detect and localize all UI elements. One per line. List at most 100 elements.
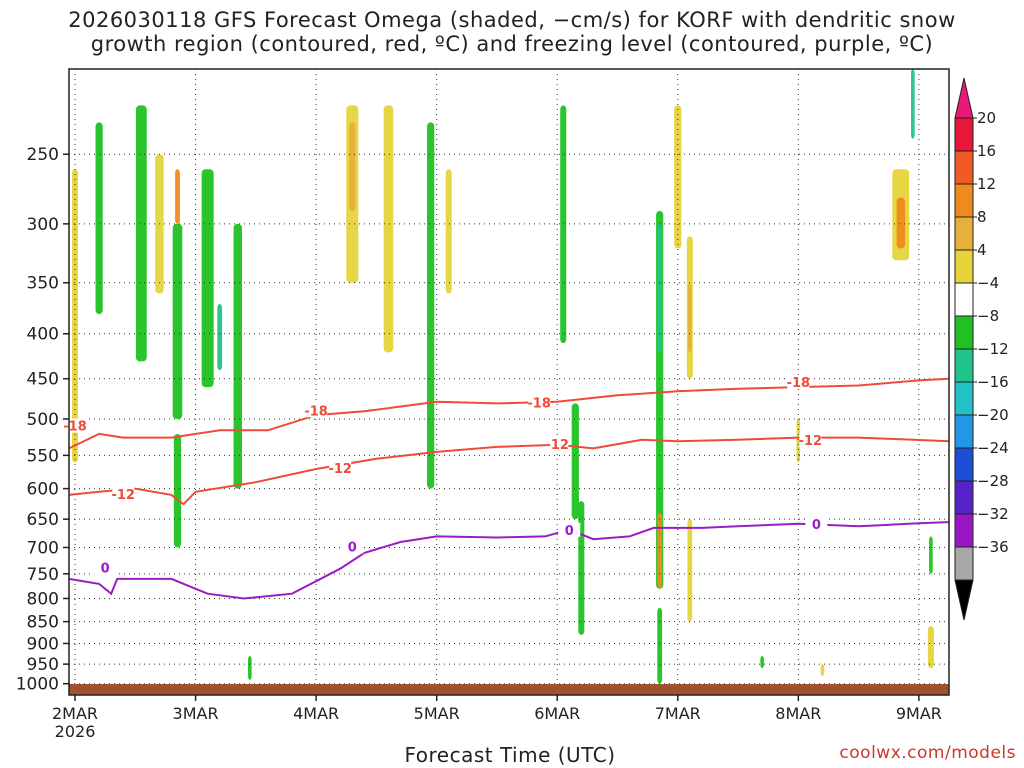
- freezing-level-contour-label-bg-3: [805, 517, 828, 532]
- x-axis-label: Forecast Time (UTC): [404, 743, 616, 767]
- omega-cell-0: [72, 169, 79, 463]
- dgz-contour-12-label-3: -12: [799, 434, 823, 449]
- freezing-level-contour-label-0: 0: [101, 562, 110, 577]
- y-tick-label-750: 750: [27, 565, 59, 585]
- grid: [69, 69, 949, 695]
- colorbar-segment-11: [954, 480, 974, 515]
- omega-cell-25: [687, 519, 693, 622]
- y-tick-label-350: 350: [27, 274, 59, 294]
- dgz-contour-12-label-bg-1: [329, 461, 352, 476]
- colorbar-label-4: 4: [977, 241, 987, 259]
- colorbar-label-7: −12: [977, 340, 1009, 358]
- freezing-level-contour-label-3: 0: [812, 518, 821, 533]
- colorbar-segment-6: [954, 315, 974, 350]
- colorbar-label-11: −28: [977, 472, 1009, 490]
- contours: -18 -18 -18 -18 -12 -12 -12 -12 0 0 0 0: [63, 374, 950, 600]
- omega-cell-19: [657, 223, 662, 353]
- y-tick-label-1000: 1000: [16, 675, 59, 695]
- dgz-contour-12-label-bg-0: [112, 486, 135, 501]
- x-tick-label-4MAR: 4MAR: [293, 704, 339, 723]
- x-tick-label-2MAR: 2MAR: [52, 704, 98, 723]
- y-tick-label-250: 250: [27, 145, 59, 165]
- omega-cell-1: [95, 122, 103, 315]
- colorbar-segment-5: [954, 282, 974, 317]
- x-tick-label-8MAR: 8MAR: [775, 704, 821, 723]
- dgz-contour-12-line: [68, 436, 950, 506]
- y-tick-label-700: 700: [27, 538, 59, 558]
- freezing-level-contour-line: [68, 521, 950, 600]
- colorbar-label-0: 20: [977, 109, 996, 127]
- omega-cell-17: [578, 501, 585, 635]
- colorbar-segment-8: [954, 381, 974, 416]
- dgz-contour-18-label-bg-2: [528, 395, 551, 410]
- colorbar-top-arrow: [954, 77, 974, 119]
- dgz-contour-12-label-bg-2: [546, 436, 569, 451]
- chart-title-line2: growth region (contoured, red, ºC) and f…: [90, 32, 934, 56]
- colorbar-segment-2: [954, 183, 974, 218]
- dgz-contour-12-label-bg-3: [799, 433, 822, 448]
- omega-cell-2: [135, 105, 147, 362]
- y-tick-label-850: 850: [27, 613, 59, 633]
- omega-cell-6: [201, 169, 214, 388]
- omega-cell-28: [911, 69, 915, 139]
- colorbar-segment-1: [954, 150, 974, 185]
- omega-cell-33: [248, 655, 252, 680]
- y-tick-label-500: 500: [27, 410, 59, 430]
- ground-strip: [69, 684, 949, 695]
- colorbar: 20 16 12 8 4 −4 −8 −12 −16 −20 −24 −28 −32 −36: [954, 77, 1009, 621]
- dgz-contour-18-label-2: -18: [527, 396, 551, 411]
- x-tick-label-6MAR: 6MAR: [534, 704, 580, 723]
- colorbar-label-8: −16: [977, 373, 1009, 391]
- dgz-contour-18-label-bg-1: [305, 403, 328, 418]
- x-tick-label-3MAR: 3MAR: [173, 704, 219, 723]
- colorbar-label-9: −20: [977, 406, 1009, 424]
- dgz-contour-18-label-1: -18: [304, 404, 328, 419]
- colorbar-label-1: 16: [977, 142, 996, 160]
- x-tick-label-5MAR: 5MAR: [414, 704, 460, 723]
- colorbar-label-6: −8: [977, 307, 999, 325]
- dgz-contour-18-label-bg-3: [787, 374, 810, 389]
- omega-cell-13: [427, 122, 435, 489]
- omega-cell-5: [175, 169, 180, 224]
- omega-cell-9: [173, 433, 182, 548]
- plot-area: [69, 69, 949, 695]
- colorbar-label-10: −24: [977, 439, 1009, 457]
- colorbar-label-13: −36: [977, 538, 1009, 556]
- colorbar-segment-12: [954, 513, 974, 548]
- colorbar-segment-3: [954, 216, 974, 251]
- colorbar-segment-9: [954, 414, 974, 449]
- omega-cell-14: [445, 169, 452, 294]
- omega-cell-22: [674, 105, 682, 249]
- omega-cell-12: [383, 105, 394, 353]
- dgz-contour-18-label-0: -18: [63, 420, 87, 435]
- colorbar-label-3: 8: [977, 208, 987, 226]
- credit-text: coolwx.com/models: [839, 743, 1016, 763]
- y-tick-label-650: 650: [27, 510, 59, 530]
- y-tick-label-550: 550: [27, 446, 59, 466]
- x-tick-label-9MAR: 9MAR: [896, 704, 942, 723]
- colorbar-segment-7: [954, 348, 974, 383]
- omega-cell-16: [571, 403, 579, 520]
- y-tick-label-300: 300: [27, 215, 59, 235]
- omega-cell-20: [657, 513, 663, 589]
- dgz-contour-12-label-0: -12: [111, 488, 135, 503]
- y-tick-label-400: 400: [27, 325, 59, 345]
- freezing-level-contour-label-bg-0: [94, 560, 117, 575]
- colorbar-bottom-arrow: [954, 579, 974, 621]
- omega-cell-29: [796, 418, 801, 463]
- y-tick-label-900: 900: [27, 634, 59, 654]
- x-tick-label-7MAR: 7MAR: [655, 704, 701, 723]
- x-tick-sublabel-2MAR: 2026: [55, 722, 96, 741]
- omega-cell-8: [233, 223, 242, 489]
- freezing-level-contour-label-2: 0: [565, 524, 574, 539]
- omega-cell-21: [657, 607, 663, 684]
- y-tick-label-600: 600: [27, 480, 59, 500]
- omega-cell-32: [929, 536, 933, 574]
- y-tick-label-950: 950: [27, 655, 59, 675]
- y-tick-label-800: 800: [27, 589, 59, 609]
- omega-cell-15: [560, 105, 567, 344]
- omega-cell-4: [172, 223, 183, 419]
- freezing-level-contour-label-bg-2: [558, 522, 581, 537]
